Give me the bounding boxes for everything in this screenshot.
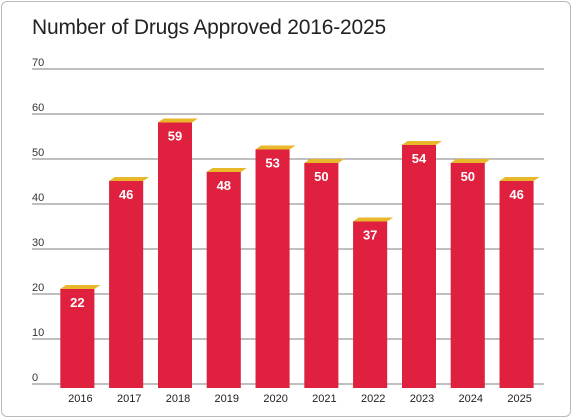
bar-top: [109, 177, 150, 181]
data-label: 46: [509, 187, 523, 202]
bar-2023: 54: [402, 141, 442, 388]
bar-top: [304, 159, 345, 163]
y-tick-label: 60: [32, 102, 44, 114]
y-tick-label: 70: [32, 57, 44, 69]
data-label: 22: [70, 295, 84, 310]
bar-front: [206, 172, 241, 388]
bar-front: [353, 221, 388, 388]
bar-top: [353, 217, 394, 222]
x-tick-label: 2024: [459, 393, 483, 405]
x-axis-ticks: 2016 2017 2018 2019 2020 2021 2022 2023 2024 2025: [68, 393, 532, 405]
data-label: 59: [168, 129, 182, 144]
bar-top: [255, 145, 296, 150]
chart-title: Number of Drugs Approved 2016-2025: [32, 16, 386, 39]
data-label: 53: [265, 156, 279, 171]
y-axis-ticks: 0 10 20 30 40 50 60 70: [32, 57, 44, 384]
bar-front: [450, 163, 485, 388]
data-label: 48: [217, 178, 231, 193]
bar-top: [402, 141, 442, 145]
x-tick-label: 2023: [410, 393, 434, 405]
bars: 22 46 59 48 53 50 37 54 50 46: [60, 118, 540, 388]
bar-2024: 50: [450, 159, 491, 388]
x-tick-label: 2022: [361, 393, 385, 405]
bar-2021: 50: [304, 159, 345, 388]
y-tick-label: 10: [32, 327, 44, 339]
y-tick-label: 40: [32, 192, 44, 204]
bar-front: [304, 163, 339, 388]
bar-2019: 48: [206, 168, 247, 388]
bar-top: [60, 285, 101, 289]
bar-top: [206, 168, 247, 172]
bar-2025: 46: [499, 177, 540, 388]
y-tick-label: 0: [32, 372, 38, 384]
data-label: 54: [412, 151, 427, 166]
data-label: 50: [314, 169, 328, 184]
bar-top: [499, 177, 540, 181]
y-tick-label: 30: [32, 237, 44, 249]
y-tick-label: 20: [32, 282, 44, 294]
bar-front: [255, 149, 290, 388]
bar-2022: 37: [353, 217, 394, 388]
bar-front: [109, 181, 144, 388]
y-tick-label: 50: [32, 147, 44, 159]
bar-top: [450, 159, 491, 163]
x-tick-label: 2016: [68, 393, 92, 405]
bar-2018: 59: [158, 118, 198, 388]
data-label: 46: [119, 187, 133, 202]
x-tick-label: 2017: [117, 393, 141, 405]
x-tick-label: 2021: [312, 393, 336, 405]
bar-top: [158, 118, 198, 123]
bar-front: [402, 145, 436, 388]
bar-front: [158, 122, 192, 388]
x-tick-label: 2020: [263, 393, 287, 405]
data-label: 50: [461, 169, 475, 184]
bar-front: [60, 289, 95, 388]
x-tick-label: 2018: [166, 393, 190, 405]
bar-2016: 22: [60, 285, 101, 388]
x-tick-label: 2019: [215, 393, 239, 405]
bar-2017: 46: [109, 177, 150, 388]
x-tick-label: 2025: [507, 393, 531, 405]
bar-front: [499, 181, 534, 388]
data-label: 37: [363, 228, 377, 243]
bar-2020: 53: [255, 145, 296, 388]
